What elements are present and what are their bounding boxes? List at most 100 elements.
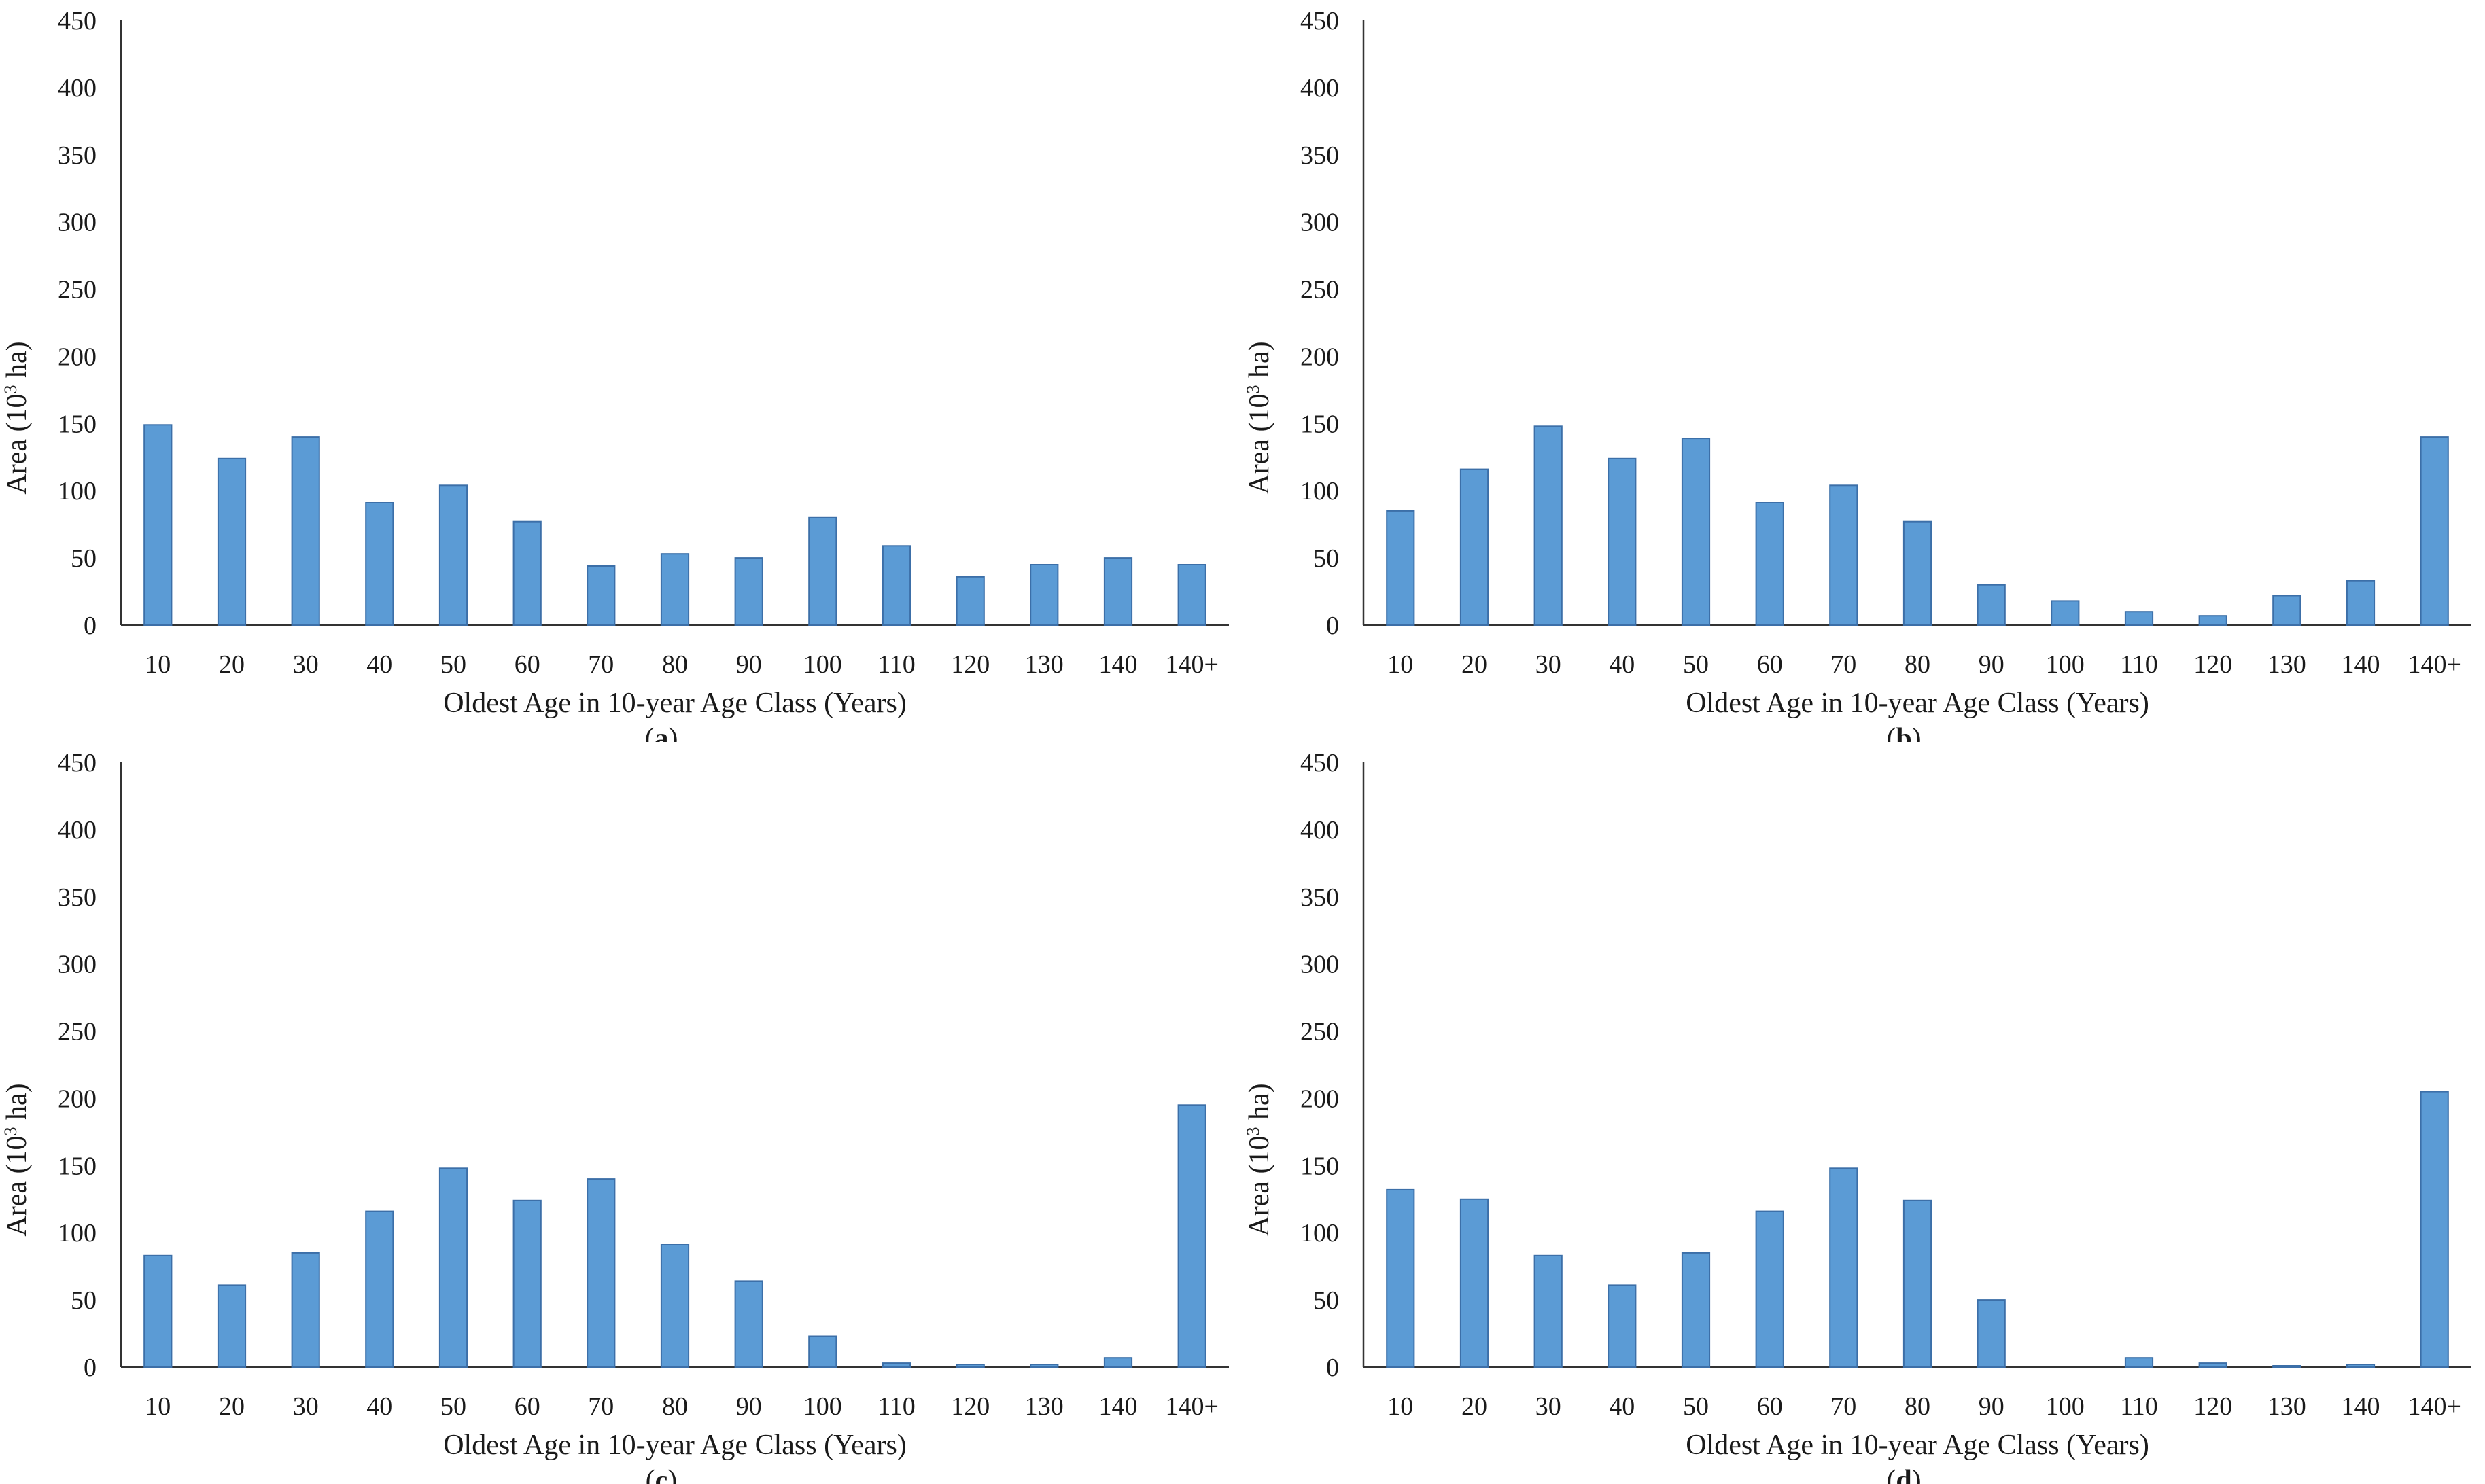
x-tick-label: 140 [1099, 650, 1138, 679]
x-axis-label: Oldest Age in 10-year Age Class (Years) [1686, 1430, 2149, 1461]
y-tick-label: 450 [58, 7, 97, 35]
y-tick-label: 250 [1300, 1018, 1339, 1046]
x-tick-label: 110 [877, 1392, 916, 1421]
chart-panel-a: 0 50 100 150 200 250 300 350 400 450 10 20 30 40 50 60… [0, 0, 1242, 742]
bar-40 [1608, 1284, 1637, 1368]
panel-caption: (a) [645, 723, 678, 742]
chart-svg-c: 0 50 100 150 200 250 300 350 400 450 10 20 30 40 50 60… [1, 749, 1229, 1484]
x-tick-label: 60 [1757, 1392, 1783, 1421]
y-tick-label: 100 [58, 1219, 97, 1248]
y-tick-label: 350 [58, 141, 97, 170]
chart-svg-a: 0 50 100 150 200 250 300 350 400 450 10 20 30 40 50 60… [1, 7, 1229, 742]
y-tick-label: 400 [1300, 74, 1339, 103]
y-tick-label: 300 [1300, 951, 1339, 979]
y-tick-label: 50 [71, 544, 97, 573]
x-tick-label: 50 [440, 650, 466, 679]
bar-120 [2198, 615, 2227, 626]
x-tick-label: 60 [515, 1392, 540, 1421]
x-tick-label: 70 [588, 1392, 614, 1421]
x-tick-label: 110 [2120, 650, 2158, 679]
x-tick-label: 50 [1683, 650, 1709, 679]
bar-140 [2346, 580, 2376, 626]
x-tick-label: 120 [951, 650, 990, 679]
x-tick-label: 100 [2046, 1392, 2085, 1421]
y-tick-label: 300 [58, 951, 97, 979]
bar-60 [512, 1199, 542, 1368]
bar-70 [587, 565, 616, 626]
y-tick-label: 0 [84, 1354, 97, 1382]
bar-140+ [1177, 564, 1206, 626]
x-tick-label: 100 [803, 650, 842, 679]
y-tick-label: 450 [1300, 749, 1339, 777]
x-tick-label: 30 [1535, 1392, 1561, 1421]
y-tick-label: 50 [71, 1286, 97, 1315]
bar-80 [660, 553, 690, 626]
bar-30 [1533, 425, 1563, 626]
x-tick-label: 10 [1387, 650, 1413, 679]
x-tick-label: 50 [1683, 1392, 1709, 1421]
bar-140+ [2420, 1091, 2449, 1368]
bar-140 [1103, 1357, 1133, 1368]
bar-30 [291, 436, 320, 626]
bar-130 [2272, 595, 2301, 626]
panel-caption: (d) [1886, 1465, 1921, 1484]
x-tick-label: 10 [145, 1392, 171, 1421]
x-tick-label: 120 [2193, 650, 2232, 679]
x-tick-label: 90 [736, 650, 762, 679]
x-tick-label: 90 [1979, 650, 2004, 679]
x-tick-label: 140 [1099, 1392, 1138, 1421]
y-tick-label: 100 [58, 477, 97, 506]
chart-panel-d: 0 50 100 150 200 250 300 350 400 450 10 20 30 40 50 60… [1242, 742, 2485, 1484]
bar-110 [2124, 611, 2154, 626]
x-tick-label: 130 [1025, 1392, 1064, 1421]
bar-70 [1829, 1167, 1858, 1368]
bar-130 [1030, 1364, 1059, 1368]
y-axis-label: Area (103 ha) [1243, 1083, 1275, 1236]
bar-40 [365, 1210, 394, 1368]
bar-20 [1459, 1198, 1489, 1368]
x-tick-label: 30 [1535, 650, 1561, 679]
x-tick-label: 140+ [2408, 650, 2461, 679]
bar-60 [512, 520, 542, 626]
chart-svg-d: 0 50 100 150 200 250 300 350 400 450 10 20 30 40 50 60… [1243, 749, 2471, 1484]
chart-panel-c: 0 50 100 150 200 250 300 350 400 450 10 20 30 40 50 60… [0, 742, 1242, 1484]
x-axis-label: Oldest Age in 10-year Age Class (Years) [1686, 688, 2149, 719]
x-tick-label: 30 [293, 650, 319, 679]
y-tick-label: 150 [1300, 1152, 1339, 1180]
bar-10 [143, 1254, 173, 1368]
x-tick-label: 60 [1757, 650, 1783, 679]
y-tick-label: 150 [58, 1152, 97, 1180]
x-tick-label: 40 [1609, 1392, 1635, 1421]
y-tick-label: 200 [58, 1084, 97, 1113]
y-tick-label: 0 [84, 612, 97, 640]
x-tick-label: 90 [736, 1392, 762, 1421]
x-tick-label: 100 [803, 1392, 842, 1421]
y-tick-label: 50 [1313, 544, 1339, 573]
y-tick-label: 100 [1300, 1219, 1339, 1248]
y-axis-label: Area (103 ha) [1, 1083, 33, 1236]
y-tick-label: 0 [1326, 1354, 1339, 1382]
x-tick-label: 60 [515, 650, 540, 679]
x-tick-label: 80 [1905, 650, 1930, 679]
bar-20 [217, 1284, 247, 1368]
y-axis-label: Area (103 ha) [1243, 341, 1275, 494]
x-tick-label: 80 [662, 650, 688, 679]
x-tick-label: 140+ [1165, 1392, 1218, 1421]
y-tick-label: 350 [1300, 883, 1339, 912]
y-tick-label: 200 [1300, 342, 1339, 371]
y-tick-label: 0 [1326, 612, 1339, 640]
x-tick-label: 20 [1461, 1392, 1487, 1421]
y-tick-label: 350 [58, 883, 97, 912]
bar-50 [1681, 438, 1711, 626]
y-tick-label: 250 [58, 276, 97, 304]
y-tick-label: 300 [58, 209, 97, 237]
bar-10 [1386, 1188, 1415, 1368]
x-tick-label: 140+ [2408, 1392, 2461, 1421]
x-tick-label: 80 [1905, 1392, 1930, 1421]
chart-panel-b: 0 50 100 150 200 250 300 350 400 450 10 20 30 40 50 60… [1242, 0, 2485, 742]
bar-90 [1977, 584, 2006, 626]
x-tick-label: 70 [1830, 650, 1856, 679]
bar-10 [143, 424, 173, 626]
x-tick-label: 130 [1025, 650, 1064, 679]
y-tick-label: 250 [1300, 276, 1339, 304]
